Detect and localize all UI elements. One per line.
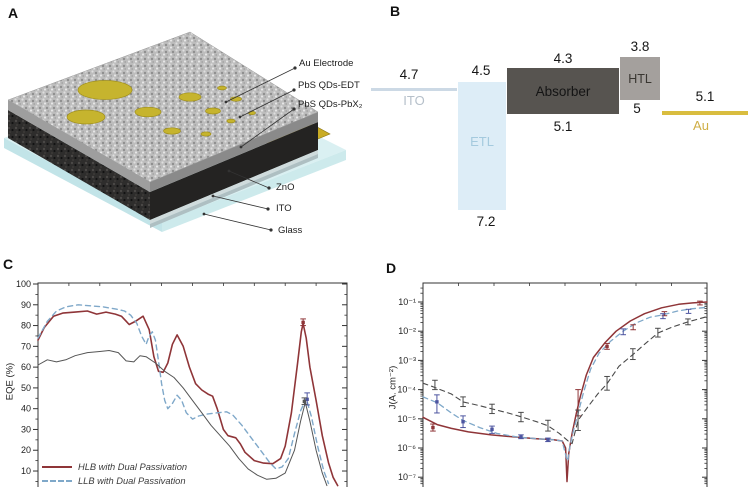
annotation-leader-lines (203, 67, 296, 231)
absorber-energy-box: Absorber (507, 68, 619, 114)
etl-label: ETL (470, 134, 494, 149)
absorber-cbm-value: 4.3 (553, 51, 573, 66)
y-tick-label: 10⁻⁵ (398, 414, 417, 424)
data-marker (302, 399, 307, 404)
annotation-ito: ITO (276, 203, 292, 214)
data-curve (37, 310, 339, 487)
data-marker (490, 427, 494, 432)
htl-label: HTL (628, 71, 652, 86)
etl-energy-box (458, 82, 506, 210)
y-tick-label: 10 (21, 466, 31, 476)
annotation-au-electrode: Au Electrode (299, 58, 354, 69)
htl-energy-box: HTL (620, 57, 660, 100)
data-curve (422, 306, 708, 462)
legend-row-hlb: HLB with Dual Passivation (42, 460, 187, 474)
data-marker (546, 438, 550, 442)
legend-label-llb: LLB with Dual Passivation (78, 476, 186, 486)
y-tick-label: 10⁻¹ (398, 297, 416, 307)
panel-d-label: D (386, 260, 397, 276)
ito-work-function: 4.7 (399, 67, 419, 82)
annotation-pbs-qds-edt: PbS QDs-EDT (298, 80, 360, 91)
legend-row-llb: LLB with Dual Passivation (42, 474, 187, 488)
annotation-glass: Glass (278, 225, 303, 236)
au-electrode-dots (66, 80, 256, 137)
data-marker (519, 435, 523, 439)
au-work-function: 5.1 (695, 89, 715, 104)
absorber-label: Absorber (535, 83, 591, 99)
current-density-y-axis-label: J(A. cm⁻²) (387, 365, 399, 410)
y-tick-label: 100 (16, 279, 31, 289)
ito-label: ITO (403, 93, 425, 108)
annotation-pbs-qds-pbx2: PbS QDs-PbX₂ (298, 99, 363, 110)
y-tick-label: 10⁻⁶ (398, 443, 417, 453)
y-tick-label: 60 (21, 362, 31, 372)
data-curve (422, 301, 708, 483)
y-tick-label: 30 (21, 424, 31, 434)
absorber-vbm-value: 5.1 (553, 119, 573, 134)
etl-cbm-value: 4.5 (471, 63, 491, 78)
data-marker (301, 320, 305, 325)
panel-a-label: A (8, 5, 19, 21)
data-marker (461, 420, 465, 424)
data-curve (37, 350, 328, 487)
legend-label-hlb: HLB with Dual Passivation (78, 462, 188, 472)
y-tick-label: 10⁻³ (398, 355, 416, 365)
plot-frame (37, 282, 348, 487)
panel-b-label: B (390, 3, 401, 19)
au-energy-level-line (662, 111, 748, 115)
au-label: Au (693, 118, 709, 133)
y-tick-label: 90 (21, 300, 31, 310)
pbs-edt-layer (7, 31, 319, 192)
y-tick-label: 10⁻² (398, 326, 416, 336)
htl-vbm-value: 5 (633, 101, 641, 116)
y-tick-label: 50 (21, 383, 31, 393)
y-tick-label: 20 (21, 445, 31, 455)
panel-c-legend: HLB with Dual Passivation LLB with Dual … (42, 460, 187, 488)
data-marker (605, 344, 609, 349)
eqe-y-axis-label: EQE (%) (4, 362, 16, 401)
data-curve (422, 316, 708, 445)
data-marker (431, 425, 435, 430)
legend-line-dashed-blue (42, 480, 72, 482)
device-schematic-illustration (4, 31, 346, 232)
y-tick-label: 70 (21, 341, 31, 351)
y-tick-label: 10⁻⁷ (398, 472, 416, 482)
pbs-pbx2-layer (8, 110, 318, 228)
y-tick-label: 80 (21, 321, 31, 331)
panel-c-label: C (3, 256, 14, 272)
ito-energy-level-line (371, 88, 457, 91)
annotation-zno: ZnO (276, 182, 295, 193)
etl-vbm-value: 7.2 (476, 214, 496, 229)
y-tick-label: 40 (21, 404, 31, 414)
data-curve (37, 304, 330, 485)
legend-line-solid-red (42, 466, 72, 468)
y-tick-label: 10⁻⁴ (397, 385, 416, 395)
htl-cbm-value: 3.8 (630, 39, 650, 54)
data-marker (435, 400, 439, 404)
annotation-leader-dots (202, 66, 297, 232)
data-marker (305, 397, 309, 402)
